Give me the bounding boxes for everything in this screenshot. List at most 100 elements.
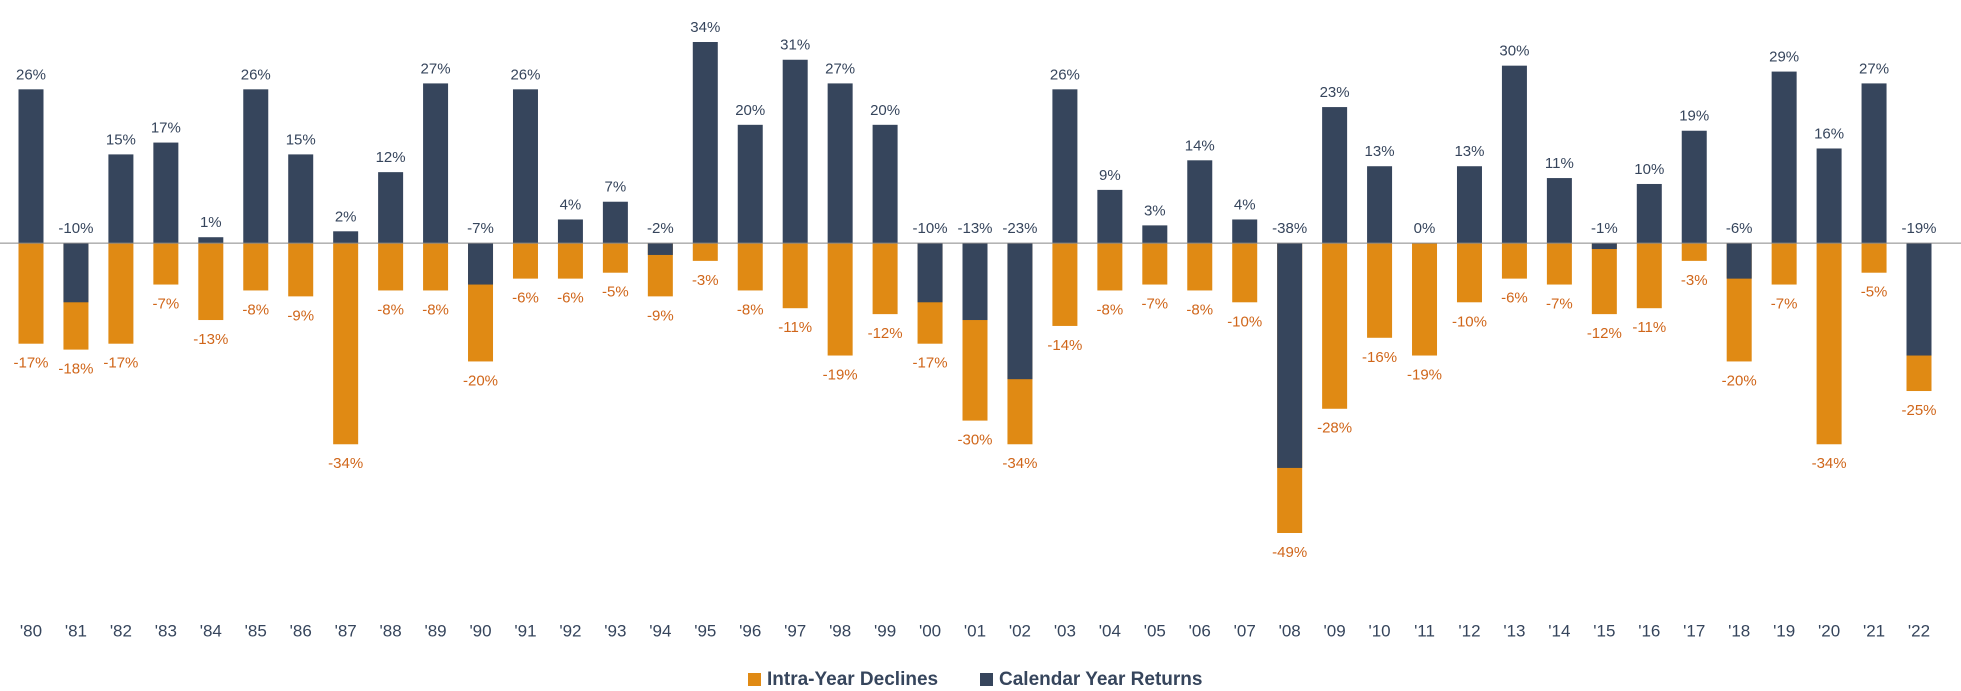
bar xyxy=(1906,243,1932,356)
value-label: -14% xyxy=(1047,337,1082,354)
bar xyxy=(63,243,89,303)
bar xyxy=(468,243,494,285)
value-label: -6% xyxy=(1501,290,1528,307)
value-label: 27% xyxy=(825,60,855,77)
x-tick-label: '10 xyxy=(1368,621,1390,640)
x-tick-label: '86 xyxy=(290,621,312,640)
value-label: 26% xyxy=(241,66,271,83)
bar xyxy=(108,154,134,244)
bar xyxy=(378,243,404,291)
x-tick-label: '21 xyxy=(1863,621,1885,640)
value-label: 1% xyxy=(200,214,222,231)
x-tick-label: '16 xyxy=(1638,621,1660,640)
value-label: 23% xyxy=(1320,84,1350,101)
x-tick-label: '18 xyxy=(1728,621,1750,640)
value-label: -6% xyxy=(557,290,584,307)
bar xyxy=(198,237,224,244)
bar xyxy=(1322,243,1348,409)
value-label: 9% xyxy=(1099,167,1121,184)
bar xyxy=(243,89,269,244)
value-label: -13% xyxy=(957,220,992,237)
bar xyxy=(647,243,673,255)
bar xyxy=(423,243,449,291)
value-label: 20% xyxy=(735,102,765,119)
bar xyxy=(782,243,808,309)
value-label: 26% xyxy=(510,66,540,83)
legend-label: Intra-Year Declines xyxy=(767,669,938,690)
value-label: -18% xyxy=(58,361,93,378)
x-tick-label: '87 xyxy=(335,621,357,640)
value-label: -8% xyxy=(737,301,764,318)
value-label: -9% xyxy=(287,307,314,324)
bar xyxy=(827,83,853,244)
value-label: -20% xyxy=(463,372,498,389)
bar xyxy=(1052,243,1078,326)
value-label: 19% xyxy=(1679,108,1709,125)
value-label: 4% xyxy=(1234,196,1256,213)
value-label: 13% xyxy=(1365,143,1395,160)
bar xyxy=(512,243,538,279)
x-tick-label: '93 xyxy=(604,621,626,640)
value-label: -1% xyxy=(1591,220,1618,237)
x-tick-label: '92 xyxy=(559,621,581,640)
x-tick-label: '90 xyxy=(469,621,491,640)
bar xyxy=(692,243,718,261)
x-tick-label: '81 xyxy=(65,621,87,640)
value-label: -20% xyxy=(1722,372,1757,389)
bar xyxy=(1367,166,1393,244)
bar xyxy=(1322,107,1348,244)
value-label: -7% xyxy=(1771,296,1798,313)
bar xyxy=(1187,160,1213,244)
value-label: -17% xyxy=(103,355,138,372)
value-label: -13% xyxy=(193,331,228,348)
value-label: -6% xyxy=(1726,220,1753,237)
value-label: 20% xyxy=(870,102,900,119)
x-tick-label: '96 xyxy=(739,621,761,640)
legend-swatch xyxy=(980,673,993,686)
bar xyxy=(198,243,224,321)
x-tick-label: '94 xyxy=(649,621,671,640)
value-label: -5% xyxy=(1861,284,1888,301)
bar xyxy=(1546,178,1572,244)
bar xyxy=(243,243,269,291)
value-label: 34% xyxy=(690,19,720,36)
bar xyxy=(557,243,583,279)
bar xyxy=(1816,243,1842,445)
value-label: 4% xyxy=(560,196,582,213)
x-tick-label: '99 xyxy=(874,621,896,640)
value-label: 3% xyxy=(1144,202,1166,219)
value-label: -30% xyxy=(957,432,992,449)
bar xyxy=(1546,243,1572,285)
value-label: 30% xyxy=(1499,43,1529,60)
x-tick-label: '20 xyxy=(1818,621,1840,640)
bar xyxy=(827,243,853,356)
value-label: -12% xyxy=(1587,325,1622,342)
bar xyxy=(782,59,808,244)
bar xyxy=(1636,243,1662,309)
value-label: -8% xyxy=(1097,301,1124,318)
x-tick-label: '80 xyxy=(20,621,42,640)
value-label: -2% xyxy=(647,220,674,237)
value-label: -17% xyxy=(913,355,948,372)
bar xyxy=(1501,243,1527,279)
value-label: -38% xyxy=(1272,220,1307,237)
x-tick-label: '82 xyxy=(110,621,132,640)
x-tick-label: '12 xyxy=(1458,621,1480,640)
bar xyxy=(1367,243,1393,338)
value-label: 27% xyxy=(1859,60,1889,77)
value-label: -7% xyxy=(1141,296,1168,313)
value-label: -10% xyxy=(1227,313,1262,330)
x-tick-label: '17 xyxy=(1683,621,1705,640)
value-label: -9% xyxy=(647,307,674,324)
value-label: -25% xyxy=(1901,402,1936,419)
value-label: -17% xyxy=(13,355,48,372)
value-label: -10% xyxy=(58,220,93,237)
value-label: -16% xyxy=(1362,349,1397,366)
x-tick-label: '03 xyxy=(1054,621,1076,640)
x-tick-label: '91 xyxy=(514,621,536,640)
bar xyxy=(1771,71,1797,244)
value-label: 29% xyxy=(1769,49,1799,66)
bar xyxy=(333,231,359,244)
bar xyxy=(872,124,898,244)
value-label: 11% xyxy=(1545,155,1574,172)
